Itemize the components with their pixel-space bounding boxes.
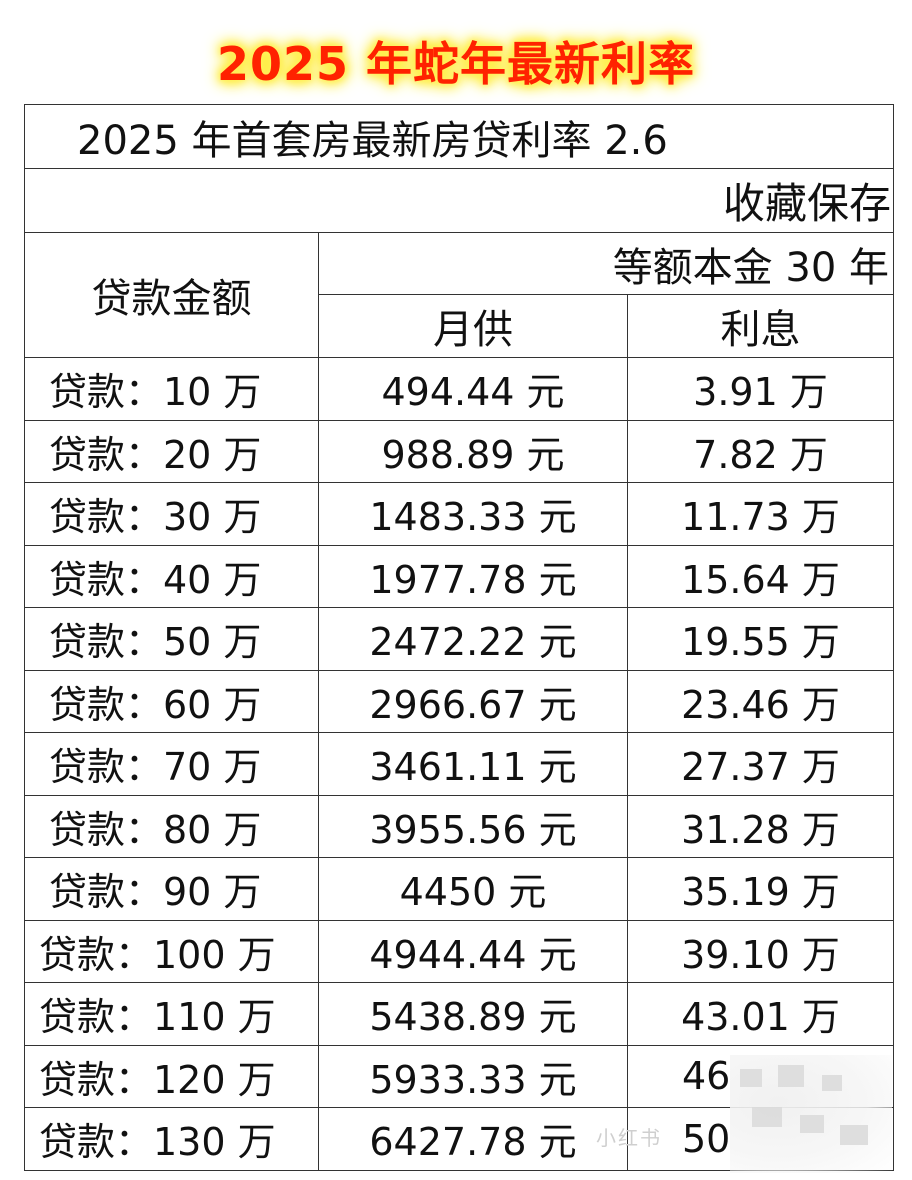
table-title: 2025 年首套房最新房贷利率 2.6 [23,104,895,169]
monthly-payment-cell: 2472.22 元 [318,607,628,671]
monthly-payment-cell: 6427.78 元 [318,1107,628,1171]
table-title-row: 2025 年首套房最新房贷利率 2.6 [23,104,895,169]
interest-cell: 3.91 万 [626,357,895,421]
table-row: 贷款：130 万 6427.78 元 50 [24,1107,895,1171]
table-row: 贷款：110 万 5438.89 元 43.01 万 [24,982,895,1046]
table-row: 贷款：100 万 4944.44 元 39.10 万 [24,919,895,983]
table-row: 贷款：70 万 3461.11 元 27.37 万 [24,732,895,796]
loan-amount-cell: 贷款：120 万 [24,1044,319,1108]
table-row: 贷款：80 万 3955.56 元 31.28 万 [24,794,895,858]
watermark-text: 小红书 [596,1126,662,1150]
loan-amount-cell: 贷款：40 万 [24,544,319,608]
loan-amount-cell: 贷款：110 万 [24,982,319,1046]
table-row: 贷款：20 万 988.89 元 7.82 万 [24,419,895,483]
header-repayment-method: 等额本金 30 年 [317,232,895,295]
table-row: 贷款：30 万 1483.33 元 11.73 万 [24,482,895,546]
loan-amount-cell: 贷款：100 万 [24,919,319,983]
monthly-payment-cell: 4450 元 [318,857,628,921]
monthly-payment-cell: 5438.89 元 [318,982,628,1046]
header-row-method: 贷款金额 等额本金 30 年 [24,232,895,358]
loan-amount-cell: 贷款：20 万 [24,419,319,483]
table-row: 贷款：90 万 4450 元 35.19 万 [24,857,895,921]
mortgage-rate-table: 2025 年首套房最新房贷利率 2.6 收藏保存 贷款金额 等额本金 30 年 … [23,104,895,1171]
header-monthly-payment: 月供 [318,294,628,358]
interest-cell: 39.10 万 [626,919,895,983]
monthly-payment-cell: 5933.33 元 [318,1044,628,1108]
monthly-payment-cell: 1977.78 元 [318,544,628,608]
interest-cell: 11.73 万 [626,482,895,546]
table-row: 贷款：50 万 2472.22 元 19.55 万 [24,607,895,671]
header-row-columns: 月供 利息 [25,294,895,358]
table-row: 贷款：60 万 2966.67 元 23.46 万 [24,669,895,733]
interest-cell: 46 [626,1044,895,1108]
loan-amount-cell: 贷款：10 万 [24,357,319,421]
interest-cell: 35.19 万 [626,857,895,921]
interest-cell: 31.28 万 [626,794,895,858]
page-banner-title: 2025 年蛇年最新利率 [216,37,696,91]
loan-amount-cell: 贷款：30 万 [24,482,319,546]
header-loan-amount: 贷款金额 [24,232,319,358]
loan-amount-cell: 贷款：130 万 [24,1107,319,1171]
monthly-payment-cell: 1483.33 元 [318,482,628,546]
loan-amount-cell: 贷款：80 万 [24,794,319,858]
monthly-payment-cell: 2966.67 元 [318,669,628,733]
interest-cell: 15.64 万 [626,544,895,608]
save-note: 收藏保存 [23,168,895,233]
loan-amount-cell: 贷款：70 万 [24,732,319,796]
interest-cell: 27.37 万 [626,732,895,796]
interest-cell: 23.46 万 [626,669,895,733]
interest-cell: 19.55 万 [626,607,895,671]
loan-amount-cell: 贷款：90 万 [24,857,319,921]
monthly-payment-cell: 3955.56 元 [318,794,628,858]
table-row: 贷款：120 万 5933.33 元 46 [24,1044,895,1108]
monthly-payment-cell: 3461.11 元 [318,732,628,796]
loan-amount-cell: 贷款：50 万 [24,607,319,671]
monthly-payment-cell: 494.44 元 [318,357,628,421]
interest-cell: 7.82 万 [626,419,895,483]
monthly-payment-cell: 4944.44 元 [318,919,628,983]
table-row: 贷款：10 万 494.44 元 3.91 万 [24,357,895,421]
save-note-row: 收藏保存 [23,168,895,233]
header-interest: 利息 [626,294,895,358]
table-row: 贷款：40 万 1977.78 元 15.64 万 [24,544,895,608]
interest-cell: 50 [626,1107,895,1171]
monthly-payment-cell: 988.89 元 [318,419,628,483]
interest-cell: 43.01 万 [626,982,895,1046]
loan-amount-cell: 贷款：60 万 [24,669,319,733]
